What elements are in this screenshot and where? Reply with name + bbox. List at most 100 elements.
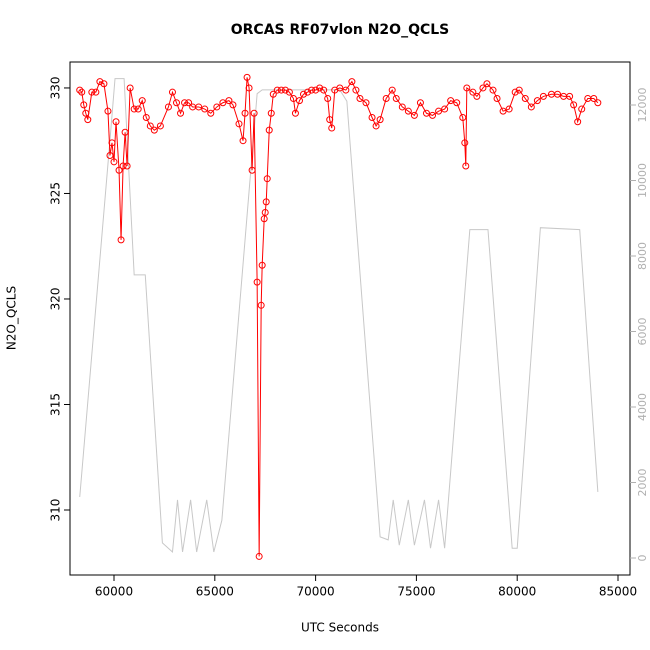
- x-tick-label: 65000: [196, 585, 234, 599]
- data-point: [195, 103, 203, 111]
- data-point: [463, 84, 471, 92]
- data-point: [447, 97, 455, 105]
- data-point: [429, 111, 437, 119]
- data-point: [257, 301, 265, 309]
- data-point: [594, 99, 602, 107]
- data-point: [574, 118, 582, 126]
- series-line: [79, 78, 599, 554]
- data-point: [435, 107, 443, 115]
- data-point: [441, 105, 449, 113]
- data-point: [570, 101, 578, 109]
- data-point: [372, 122, 380, 130]
- data-point: [493, 95, 501, 103]
- data-point: [156, 122, 164, 130]
- data-point: [177, 109, 185, 117]
- x-tick-label: 60000: [95, 585, 133, 599]
- y2-tick-label: 2000: [636, 469, 649, 497]
- data-point: [362, 99, 370, 107]
- data-point: [521, 95, 529, 103]
- y2-tick-label: 4000: [636, 393, 649, 421]
- data-point: [422, 109, 430, 117]
- data-point: [106, 151, 114, 159]
- y-tick-label: 330: [49, 77, 63, 100]
- data-point: [289, 95, 297, 103]
- data-point: [150, 126, 158, 134]
- data-point: [328, 124, 336, 132]
- y2-tick-label: 10000: [636, 163, 649, 198]
- data-point: [130, 105, 138, 113]
- data-point: [505, 105, 513, 113]
- data-point: [566, 92, 574, 100]
- data-point: [479, 84, 487, 92]
- data-point: [356, 95, 364, 103]
- data-point: [352, 86, 360, 94]
- data-point: [469, 88, 477, 96]
- data-point: [554, 90, 562, 98]
- data-point: [473, 92, 481, 100]
- data-point: [146, 122, 154, 130]
- data-point: [80, 101, 88, 109]
- data-point: [295, 97, 303, 105]
- data-point: [117, 236, 125, 244]
- data-point: [336, 84, 344, 92]
- data-point: [229, 101, 237, 109]
- data-point: [181, 99, 189, 107]
- y2-tick-label: 12000: [636, 87, 649, 122]
- data-point: [207, 109, 215, 117]
- data-point: [273, 86, 281, 94]
- data-point: [123, 162, 131, 170]
- data-point: [316, 84, 324, 92]
- data-point: [459, 113, 467, 121]
- data-point: [84, 116, 92, 124]
- y2-tick-label: 0: [636, 555, 649, 562]
- data-point: [265, 126, 273, 134]
- plot-frame: [69, 61, 631, 576]
- y2-tick-label: 6000: [636, 318, 649, 346]
- data-point: [255, 552, 263, 560]
- data-point: [416, 99, 424, 107]
- data-point: [527, 103, 535, 111]
- data-point: [291, 109, 299, 117]
- data-point: [308, 86, 316, 94]
- data-point: [248, 166, 256, 174]
- data-point: [100, 80, 108, 88]
- data-point: [499, 107, 507, 115]
- data-point: [104, 107, 112, 115]
- data-point: [462, 162, 470, 170]
- data-point: [515, 86, 523, 94]
- data-point: [590, 95, 598, 103]
- data-point: [277, 86, 285, 94]
- data-point: [269, 90, 277, 98]
- y-tick-label: 310: [49, 499, 63, 522]
- data-point: [461, 139, 469, 147]
- data-point: [112, 118, 120, 126]
- data-point: [241, 109, 249, 117]
- data-point: [213, 103, 221, 111]
- data-point: [142, 113, 150, 121]
- data-point: [326, 116, 334, 124]
- data-point: [382, 95, 390, 103]
- data-point: [342, 86, 350, 94]
- x-tick-label: 75000: [397, 585, 435, 599]
- data-point: [267, 109, 275, 117]
- data-point: [164, 103, 172, 111]
- data-point: [368, 113, 376, 121]
- data-point: [245, 84, 253, 92]
- data-point: [138, 97, 146, 105]
- data-point: [453, 99, 461, 107]
- data-point: [253, 278, 261, 286]
- data-point: [533, 97, 541, 105]
- x-tick-label: 80000: [498, 585, 536, 599]
- data-point: [235, 120, 243, 128]
- data-point: [261, 208, 269, 216]
- data-point: [263, 175, 271, 183]
- series-line: [79, 77, 599, 557]
- data-point: [78, 88, 86, 96]
- data-point: [134, 105, 142, 113]
- data-point: [88, 88, 96, 96]
- data-point: [324, 95, 332, 103]
- data-point: [115, 166, 123, 174]
- data-point: [96, 78, 104, 86]
- data-point: [312, 86, 320, 94]
